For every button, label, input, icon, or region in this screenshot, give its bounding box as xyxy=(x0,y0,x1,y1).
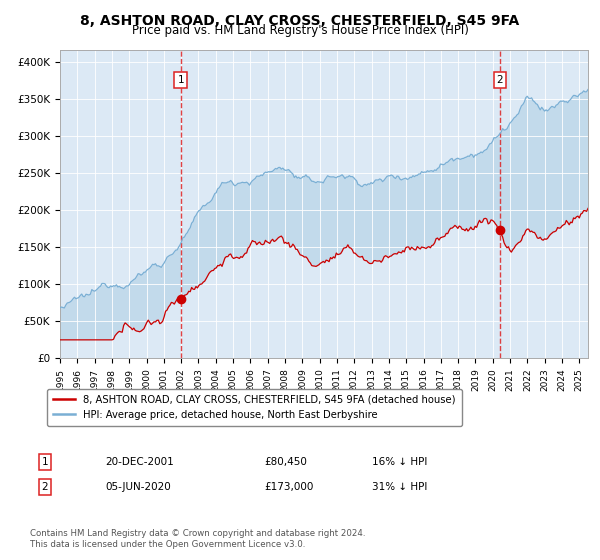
Text: Price paid vs. HM Land Registry's House Price Index (HPI): Price paid vs. HM Land Registry's House … xyxy=(131,24,469,36)
Text: £80,450: £80,450 xyxy=(264,457,307,467)
Text: 2: 2 xyxy=(497,75,503,85)
Text: 31% ↓ HPI: 31% ↓ HPI xyxy=(372,482,427,492)
Text: Contains HM Land Registry data © Crown copyright and database right 2024.
This d: Contains HM Land Registry data © Crown c… xyxy=(30,529,365,549)
Text: 8, ASHTON ROAD, CLAY CROSS, CHESTERFIELD, S45 9FA: 8, ASHTON ROAD, CLAY CROSS, CHESTERFIELD… xyxy=(80,14,520,28)
Text: 20-DEC-2001: 20-DEC-2001 xyxy=(105,457,174,467)
Text: 16% ↓ HPI: 16% ↓ HPI xyxy=(372,457,427,467)
Text: 1: 1 xyxy=(41,457,49,467)
Text: 05-JUN-2020: 05-JUN-2020 xyxy=(105,482,171,492)
Text: 1: 1 xyxy=(178,75,184,85)
Text: £173,000: £173,000 xyxy=(264,482,313,492)
Text: 2: 2 xyxy=(41,482,49,492)
Legend: 8, ASHTON ROAD, CLAY CROSS, CHESTERFIELD, S45 9FA (detached house), HPI: Average: 8, ASHTON ROAD, CLAY CROSS, CHESTERFIELD… xyxy=(47,389,461,426)
